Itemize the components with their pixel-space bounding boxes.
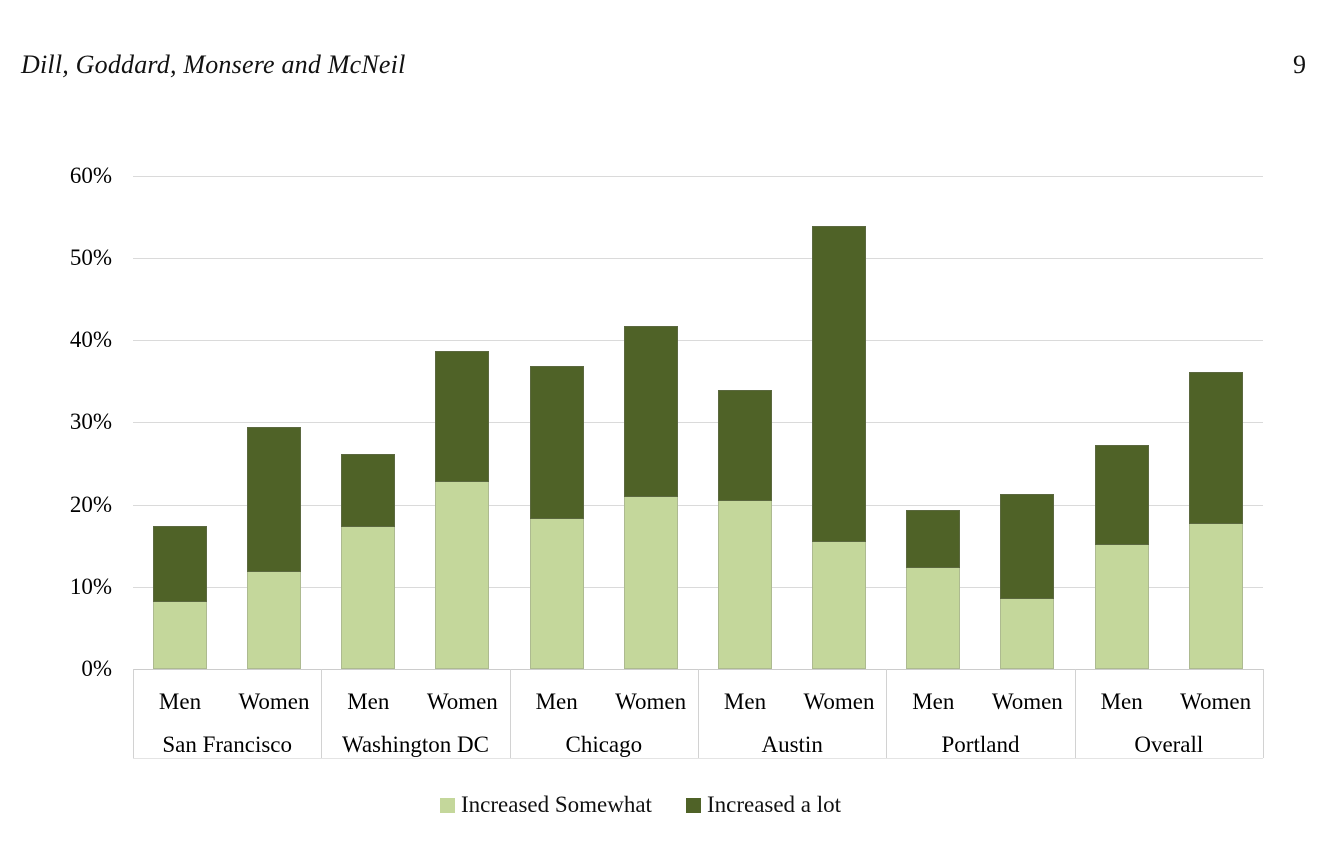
bar-segment-increased-somewhat [1094, 544, 1149, 669]
y-tick-label: 40% [69, 327, 112, 353]
chart-legend: Increased Somewhat Increased a lot [440, 790, 841, 820]
bar-women-austin [812, 226, 866, 669]
y-tick-label: 0% [81, 656, 112, 681]
x-tick-label-men: Men [912, 689, 955, 714]
category-area-bottom-border [133, 758, 1263, 759]
gridline [133, 258, 1263, 260]
x-tick-label-men: Men [158, 689, 202, 714]
bar-women-washington-dc [435, 351, 490, 669]
category-label-austin: Austin [761, 732, 823, 757]
bar-segment-increased-somewhat [529, 518, 584, 669]
running-head: Dill, Goddard, Monsere and McNeil [21, 50, 406, 79]
bar-women-overall [1188, 372, 1243, 669]
legend-item-increased-somewhat: Increased Somewhat [440, 792, 652, 818]
category-separator [698, 669, 699, 758]
x-tick-label-women: Women [426, 689, 498, 714]
x-tick-label-women: Women [991, 689, 1063, 714]
legend-swatch-increased-somewhat [440, 797, 455, 813]
bar-segment-increased-somewhat [341, 526, 396, 669]
y-tick-label: 30% [69, 409, 112, 435]
category-separator [321, 669, 323, 758]
gridline [133, 586, 1263, 588]
category-separator [1263, 669, 1264, 758]
category-label-san-francisco: San Francisco [162, 732, 292, 757]
x-tick-label-men: Men [723, 689, 767, 714]
bar-women-chicago [623, 326, 678, 669]
x-tick-label-men: Men [1100, 689, 1143, 714]
bar-segment-increased-a-lot [906, 510, 961, 568]
y-tick-label: 20% [69, 491, 112, 517]
bar-women-san-francisco [247, 427, 301, 669]
bar-segment-increased-a-lot [1094, 444, 1149, 545]
x-tick-label-women: Women [803, 689, 875, 714]
category-separator [509, 669, 511, 758]
x-tick-label-women: Women [238, 689, 310, 714]
bar-segment-increased-a-lot [1000, 493, 1055, 600]
page-number: 9 [1293, 50, 1306, 79]
category-separator [1074, 669, 1076, 758]
bar-men-portland [906, 510, 961, 669]
bar-segment-increased-a-lot [153, 526, 207, 603]
bar-segment-increased-somewhat [812, 542, 866, 669]
legend-label: Increased a lot [706, 792, 842, 817]
bar-segment-increased-a-lot [529, 365, 584, 519]
bar-segment-increased-somewhat [435, 482, 490, 669]
bar-men-san-francisco [153, 526, 207, 669]
y-tick-label: 50% [69, 245, 112, 271]
bar-segment-increased-somewhat [1000, 599, 1055, 669]
gridline [133, 175, 1263, 177]
y-tick-label: 10% [69, 573, 112, 599]
y-tick-label: 60% [69, 162, 112, 188]
bar-segment-increased-somewhat [718, 501, 772, 669]
bar-segment-increased-a-lot [247, 427, 301, 573]
legend-item-increased-a-lot: Increased a lot [685, 792, 842, 818]
gridline [133, 504, 1263, 506]
bar-segment-increased-somewhat [153, 602, 207, 669]
legend-label: Increased Somewhat [461, 792, 652, 817]
category-label-chicago: Chicago [565, 732, 643, 757]
bar-segment-increased-somewhat [906, 567, 961, 669]
bar-women-portland [1000, 493, 1055, 669]
category-label-overall: Overall [1134, 732, 1204, 757]
category-separator [133, 669, 134, 758]
category-label-washington-dc: Washington DC [341, 732, 489, 757]
bar-segment-increased-a-lot [812, 226, 866, 543]
gridline [133, 422, 1263, 424]
bar-segment-increased-a-lot [341, 453, 396, 527]
legend-swatch-increased-a-lot [685, 797, 701, 813]
bar-men-washington-dc [341, 453, 396, 669]
x-tick-label-men: Men [535, 689, 578, 714]
bar-segment-increased-a-lot [623, 326, 678, 498]
gridline [133, 340, 1263, 342]
bar-segment-increased-a-lot [718, 389, 772, 502]
bar-men-overall [1094, 444, 1149, 669]
bar-segment-increased-somewhat [247, 572, 301, 669]
bar-segment-increased-somewhat [1188, 524, 1243, 669]
bar-men-chicago [529, 365, 584, 669]
x-tick-label-women: Women [615, 689, 687, 714]
x-tick-label-men: Men [347, 689, 390, 714]
x-tick-label-women: Women [1180, 689, 1252, 714]
bar-segment-increased-a-lot [1188, 372, 1243, 525]
category-separator [886, 669, 888, 758]
bar-segment-increased-a-lot [435, 351, 490, 483]
category-label-portland: Portland [941, 732, 1020, 757]
bar-segment-increased-somewhat [623, 497, 678, 669]
bar-men-austin [718, 389, 772, 669]
